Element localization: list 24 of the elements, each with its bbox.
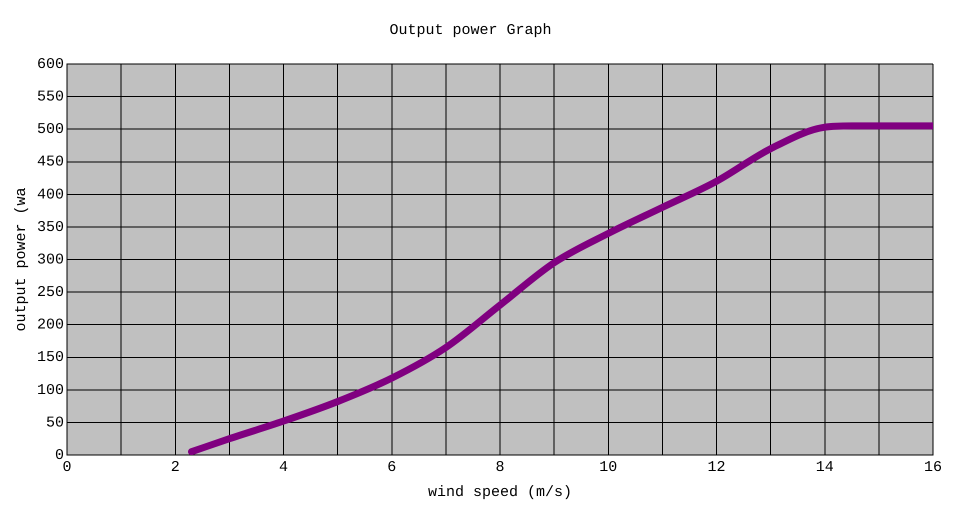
- y-tick-label: 50: [46, 414, 64, 432]
- y-tick-label: 350: [36, 218, 64, 236]
- y-tick-label: 450: [36, 154, 64, 171]
- y-tick-label: 500: [36, 121, 64, 138]
- y-tick-label: 400: [36, 186, 64, 204]
- y-axis-title: output power (wa: [12, 187, 30, 332]
- chart-title: Output power Graph: [389, 22, 552, 39]
- y-tick-label: 550: [36, 88, 64, 106]
- y-tick-label: 200: [36, 316, 64, 334]
- x-tick-label: 8: [495, 458, 505, 476]
- x-tick-label: 12: [707, 458, 726, 476]
- x-tick-label: 6: [387, 458, 396, 476]
- x-tick-label: 2: [170, 458, 180, 476]
- y-tick-label: 300: [36, 251, 64, 268]
- x-tick-label: 10: [599, 458, 618, 476]
- y-tick-label: 150: [36, 349, 64, 366]
- y-tick-label: 250: [36, 284, 64, 302]
- x-tick-label: 16: [924, 458, 942, 476]
- y-tick-label: 600: [36, 56, 64, 73]
- x-tick-label: 4: [278, 458, 288, 476]
- x-tick-label: 14: [816, 458, 834, 476]
- y-tick-label: 100: [36, 382, 64, 399]
- y-tick-label: 0: [54, 446, 64, 464]
- x-axis-title: wind speed (m/s): [428, 484, 572, 501]
